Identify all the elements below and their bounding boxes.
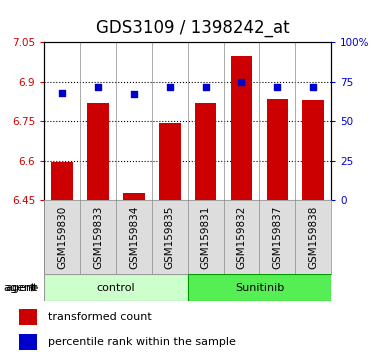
- Text: control: control: [97, 282, 135, 293]
- Text: Sunitinib: Sunitinib: [235, 282, 284, 293]
- Bar: [44, 274, 188, 301]
- Bar: [52, 162, 73, 200]
- Text: GSM159835: GSM159835: [165, 206, 175, 269]
- Text: GSM159838: GSM159838: [308, 206, 318, 269]
- Bar: [87, 103, 109, 200]
- Bar: [195, 103, 216, 200]
- Point: [131, 92, 137, 97]
- Text: percentile rank within the sample: percentile rank within the sample: [49, 337, 236, 347]
- Bar: [188, 274, 331, 301]
- Bar: [266, 99, 288, 200]
- Text: agent: agent: [4, 282, 36, 293]
- Text: GSM159833: GSM159833: [93, 206, 103, 269]
- Bar: [19, 334, 37, 350]
- Text: GSM159832: GSM159832: [236, 206, 246, 269]
- Text: GSM159837: GSM159837: [272, 206, 282, 269]
- Point: [238, 79, 244, 85]
- Text: transformed count: transformed count: [49, 312, 152, 322]
- Bar: [159, 122, 181, 200]
- Point: [310, 84, 316, 90]
- Text: GDS3109 / 1398242_at: GDS3109 / 1398242_at: [96, 19, 289, 38]
- Text: GSM159831: GSM159831: [201, 206, 211, 269]
- Point: [274, 84, 280, 90]
- Text: GSM159834: GSM159834: [129, 206, 139, 269]
- Point: [167, 84, 173, 90]
- Text: agent: agent: [6, 282, 38, 293]
- Point: [95, 84, 101, 90]
- Bar: [19, 309, 37, 325]
- Bar: [303, 100, 324, 200]
- Text: GSM159830: GSM159830: [57, 206, 67, 269]
- Point: [203, 84, 209, 90]
- Bar: [123, 193, 145, 200]
- Bar: [231, 56, 252, 200]
- Point: [59, 90, 65, 96]
